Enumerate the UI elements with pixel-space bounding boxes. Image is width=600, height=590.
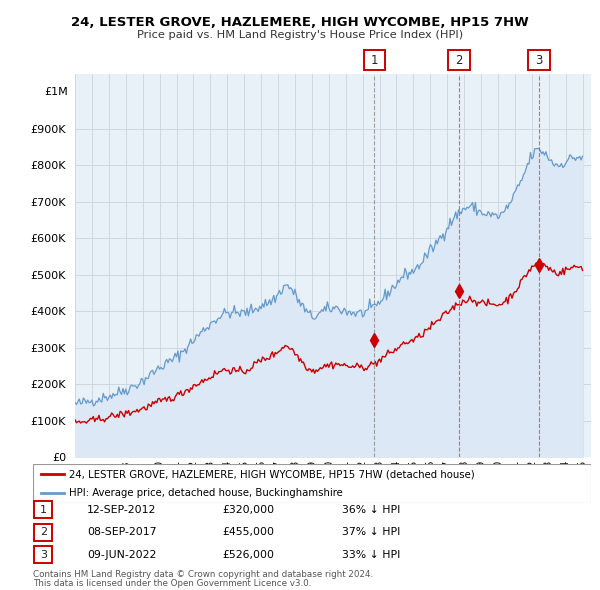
Text: 1: 1 bbox=[371, 54, 378, 67]
Text: £1M: £1M bbox=[44, 87, 68, 97]
Text: 37% ↓ HPI: 37% ↓ HPI bbox=[342, 527, 400, 537]
Text: 2: 2 bbox=[455, 54, 463, 67]
Text: £455,000: £455,000 bbox=[222, 527, 274, 537]
Text: £320,000: £320,000 bbox=[222, 505, 274, 514]
Text: £526,000: £526,000 bbox=[222, 550, 274, 559]
Text: 09-JUN-2022: 09-JUN-2022 bbox=[87, 550, 157, 559]
Text: 1: 1 bbox=[40, 505, 47, 514]
Text: 12-SEP-2012: 12-SEP-2012 bbox=[87, 505, 157, 514]
Text: 24, LESTER GROVE, HAZLEMERE, HIGH WYCOMBE, HP15 7HW: 24, LESTER GROVE, HAZLEMERE, HIGH WYCOMB… bbox=[71, 16, 529, 29]
Text: Contains HM Land Registry data © Crown copyright and database right 2024.: Contains HM Land Registry data © Crown c… bbox=[33, 570, 373, 579]
Text: 33% ↓ HPI: 33% ↓ HPI bbox=[342, 550, 400, 559]
Text: 08-SEP-2017: 08-SEP-2017 bbox=[87, 527, 157, 537]
Text: 2: 2 bbox=[40, 527, 47, 537]
Text: This data is licensed under the Open Government Licence v3.0.: This data is licensed under the Open Gov… bbox=[33, 579, 311, 588]
Text: 24, LESTER GROVE, HAZLEMERE, HIGH WYCOMBE, HP15 7HW (detached house): 24, LESTER GROVE, HAZLEMERE, HIGH WYCOMB… bbox=[69, 469, 475, 479]
Text: HPI: Average price, detached house, Buckinghamshire: HPI: Average price, detached house, Buck… bbox=[69, 488, 343, 498]
Text: 3: 3 bbox=[536, 54, 543, 67]
Text: 36% ↓ HPI: 36% ↓ HPI bbox=[342, 505, 400, 514]
Text: Price paid vs. HM Land Registry's House Price Index (HPI): Price paid vs. HM Land Registry's House … bbox=[137, 31, 463, 40]
Text: 3: 3 bbox=[40, 550, 47, 559]
